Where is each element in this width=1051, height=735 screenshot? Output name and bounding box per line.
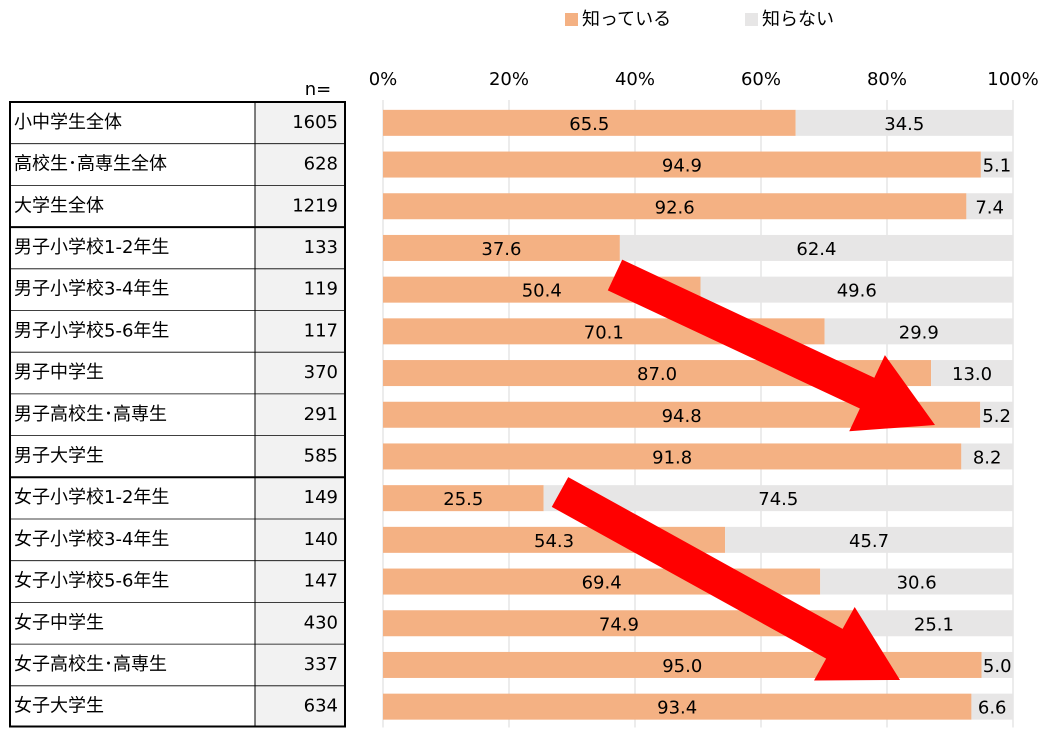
category-label: 男子小学校1-2年生 xyxy=(14,237,169,258)
category-label: 大学生全体 xyxy=(14,195,104,216)
bar-segment xyxy=(383,151,981,178)
x-tick-label: 100% xyxy=(987,69,1038,90)
value-label: 50.4 xyxy=(522,281,562,302)
value-label: 74.9 xyxy=(599,614,639,635)
value-label: 54.3 xyxy=(534,531,574,552)
bar-segment xyxy=(981,651,1013,678)
category-label: 女子中学生 xyxy=(14,612,104,633)
n-value: 117 xyxy=(304,320,338,341)
bar-segment xyxy=(820,568,1013,595)
value-label: 30.6 xyxy=(897,573,937,594)
n-value: 337 xyxy=(304,654,338,675)
value-label: 8.2 xyxy=(973,447,1002,468)
value-label: 5.0 xyxy=(983,656,1012,677)
category-label: 男子高校生･高専生 xyxy=(14,404,167,425)
bar-segment xyxy=(700,276,1013,303)
x-tick-label: 60% xyxy=(741,69,781,90)
arrow xyxy=(551,477,900,681)
value-label: 29.9 xyxy=(899,322,939,343)
value-label: 62.4 xyxy=(796,239,836,260)
n-value: 1605 xyxy=(292,112,338,133)
value-label: 70.1 xyxy=(584,322,624,343)
value-label: 87.0 xyxy=(637,364,677,385)
n-value: 628 xyxy=(304,154,338,175)
value-label: 92.6 xyxy=(655,197,695,218)
n-value: 133 xyxy=(304,237,338,258)
bar-segment xyxy=(971,693,1013,720)
n-value: 370 xyxy=(304,362,338,383)
bar-segment xyxy=(961,443,1013,470)
value-label: 6.6 xyxy=(978,698,1007,719)
x-tick-label: 40% xyxy=(615,69,655,90)
bar-segment xyxy=(383,485,544,512)
value-label: 94.8 xyxy=(662,406,702,427)
value-label: 45.7 xyxy=(849,531,889,552)
legend-swatch xyxy=(745,13,758,26)
value-label: 13.0 xyxy=(952,364,992,385)
category-label: 男子小学校5-6年生 xyxy=(14,320,169,341)
n-value: 634 xyxy=(304,696,338,717)
n-header: n= xyxy=(305,79,332,100)
bar-segment xyxy=(383,234,620,261)
value-label: 69.4 xyxy=(582,573,622,594)
bar-segment xyxy=(795,109,1013,136)
n-value: 140 xyxy=(304,529,338,550)
category-label: 男子小学校3-4年生 xyxy=(14,279,169,300)
value-label: 91.8 xyxy=(652,447,692,468)
bar-segment xyxy=(931,360,1013,387)
bar-segment xyxy=(619,234,1013,261)
n-value: 147 xyxy=(304,571,338,592)
value-label: 25.1 xyxy=(914,614,954,635)
bar-segment xyxy=(854,610,1013,637)
category-label: 男子大学生 xyxy=(14,445,104,466)
n-value: 1219 xyxy=(292,195,338,216)
table-border xyxy=(9,101,346,728)
n-value: 430 xyxy=(304,612,338,633)
value-label: 5.2 xyxy=(982,406,1011,427)
value-label: 34.5 xyxy=(884,114,924,135)
value-label: 5.1 xyxy=(983,156,1012,177)
category-label: 女子高校生･高専生 xyxy=(14,654,167,675)
bar-segment xyxy=(980,401,1013,428)
legend-swatch xyxy=(565,13,578,26)
value-label: 65.5 xyxy=(569,114,609,135)
bar-segment xyxy=(383,109,796,136)
n-value: 149 xyxy=(304,487,338,508)
n-value: 291 xyxy=(304,404,338,425)
bar-segment xyxy=(966,193,1013,220)
n-value: 585 xyxy=(304,445,338,466)
bar-segment xyxy=(383,443,962,470)
arrow xyxy=(607,259,935,432)
bar-segment xyxy=(725,526,1013,553)
value-label: 49.6 xyxy=(837,281,877,302)
legend-label: 知らない xyxy=(762,9,834,30)
value-label: 94.9 xyxy=(662,156,702,177)
value-label: 37.6 xyxy=(481,239,521,260)
category-label: 女子小学校3-4年生 xyxy=(14,529,169,550)
category-label: 男子中学生 xyxy=(14,362,104,383)
n-column-bg xyxy=(255,102,345,728)
value-label: 93.4 xyxy=(657,698,697,719)
category-label: 高校生･高専生全体 xyxy=(14,154,167,175)
bar-segment xyxy=(824,318,1013,345)
category-label: 女子小学校1-2年生 xyxy=(14,487,169,508)
legend-label: 知っている xyxy=(582,9,671,30)
value-label: 74.5 xyxy=(758,489,798,510)
value-label: 95.0 xyxy=(662,656,702,677)
category-label: 女子大学生 xyxy=(14,696,104,717)
bar-segment xyxy=(980,151,1013,178)
category-label: 小中学生全体 xyxy=(14,112,122,133)
x-tick-label: 20% xyxy=(489,69,529,90)
n-value: 119 xyxy=(304,279,338,300)
bar-segment xyxy=(383,693,972,720)
x-tick-label: 0% xyxy=(369,69,398,90)
category-label: 女子小学校5-6年生 xyxy=(14,571,169,592)
value-label: 7.4 xyxy=(975,197,1004,218)
value-label: 25.5 xyxy=(443,489,483,510)
bar-segment xyxy=(383,193,967,220)
x-tick-label: 80% xyxy=(867,69,907,90)
